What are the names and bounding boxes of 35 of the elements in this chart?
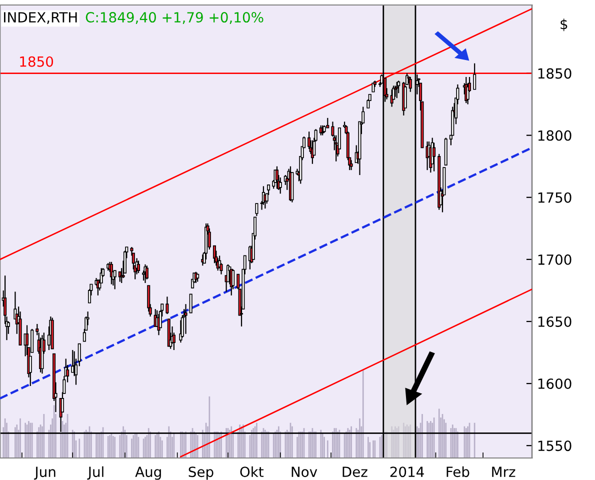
candlestick [350,160,353,171]
y-tick-label: 1750 [538,192,572,203]
y-tick-label: 1700 [538,254,572,265]
x-tick-label: Dez [342,466,368,478]
candlestick [208,228,211,250]
y-tick-label: 1550 [538,440,572,452]
candlestick [265,193,268,204]
candlestick [147,284,150,312]
y-axis-title: $ [560,18,568,32]
x-tick-label: Jul [87,466,104,480]
candlestick [166,296,169,315]
x-tick-label: Okt [240,466,264,478]
y-tick-label: 1650 [538,316,572,327]
candlestick [136,260,140,274]
x-tick-label: Feb [446,466,470,478]
ref-line-label: 1850 [20,56,54,67]
chart-subtitle: C:1849,40 +1,79 +0,10% [86,12,264,24]
candlestick [189,294,192,314]
candlestick [145,265,148,280]
chart-title: INDEX,RTH [4,12,77,24]
candlestick [473,62,476,90]
y-tick-label: 1800 [538,130,572,141]
candlestick [71,349,74,373]
candlestick [397,80,400,94]
x-tick-label: Aug [135,466,161,480]
x-tick-label: Jun [34,466,56,480]
candlestick [395,81,398,99]
y-tick-label: 1600 [538,378,572,390]
y-tick-label: 1850 [538,68,572,79]
candlestick [319,124,322,136]
x-tick-label: Nov [292,466,318,478]
candlestick [432,142,436,172]
x-tick-label: 2014 [390,466,424,478]
x-tick-label: Sep [188,466,214,480]
x-tick-label: Mrz [492,466,516,477]
